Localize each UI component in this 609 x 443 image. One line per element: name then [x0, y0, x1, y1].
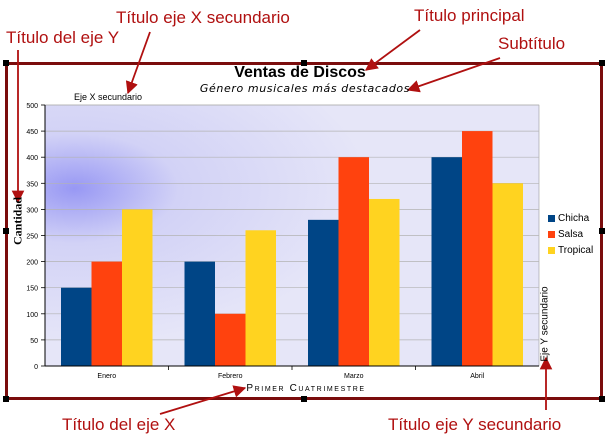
selection-handle	[3, 396, 9, 402]
callout-main-title: Título principal	[414, 6, 525, 25]
legend-item: Salsa	[548, 226, 593, 242]
callout-y-title: Título del eje Y	[6, 28, 120, 47]
bar-chicha-febrero	[184, 261, 215, 366]
legend-swatch-salsa	[548, 230, 555, 238]
legend-item: Tropical	[548, 242, 593, 258]
y-axis-ticks: 0 50 100 150 200 250 300 350 400 450 500	[26, 103, 45, 371]
x-tick-label: Abril	[470, 373, 484, 380]
annotation-arrows	[11, 29, 553, 415]
secondary-y-axis-title: Eje Y secundario	[539, 286, 551, 362]
selection-handle	[599, 60, 605, 66]
y-tick-label: 350	[26, 181, 38, 188]
arrow-x-title	[159, 385, 247, 415]
bar-tropical-abril	[492, 183, 523, 366]
x-tick-label: Enero	[97, 373, 116, 380]
selection-handle	[3, 60, 9, 66]
x-axis-ticks: Enero Febrero Marzo Abril	[97, 366, 485, 380]
selection-handles[interactable]	[3, 60, 605, 402]
legend-label: Salsa	[558, 228, 584, 240]
bar-salsa-abril	[462, 131, 493, 366]
x-axis-title: Primer Cuatrimestre	[246, 383, 366, 394]
y-tick-label: 0	[34, 364, 38, 371]
arrow-subtitle	[406, 57, 501, 93]
x-tick-label: Marzo	[344, 373, 364, 380]
y-tick-label: 250	[26, 234, 38, 241]
selection-handle	[301, 396, 307, 402]
y-tick-label: 300	[26, 207, 38, 214]
callout-y2-title: Título eje Y secundario	[388, 415, 562, 434]
secondary-x-axis-title: Eje X secundario	[74, 92, 143, 102]
legend-swatch-chicha	[548, 214, 555, 222]
y-tick-label: 200	[26, 260, 38, 267]
y-tick-label: 50	[30, 338, 38, 345]
bar-salsa-enero	[91, 261, 122, 366]
y-tick-label: 150	[26, 286, 38, 293]
bar-chicha-abril	[431, 157, 462, 366]
arrow-main-title	[364, 29, 421, 71]
bar-tropical-enero	[122, 209, 153, 366]
legend-label: Tropical	[558, 244, 594, 256]
y-tick-label: 500	[26, 103, 38, 110]
y-tick-label: 450	[26, 129, 38, 136]
legend-swatch-tropical	[548, 246, 555, 254]
bar-salsa-marzo	[338, 157, 369, 366]
chart-legend: Chicha Salsa Tropical	[548, 210, 593, 258]
x-tick-label: Febrero	[218, 373, 243, 380]
bar-chicha-marzo	[308, 219, 339, 366]
y-tick-label: 400	[26, 155, 38, 162]
legend-label: Chicha	[558, 212, 590, 224]
callout-subtitle: Subtítulo	[498, 34, 566, 53]
selection-handle	[301, 60, 307, 66]
callout-x2-title: Título eje X secundario	[116, 8, 290, 27]
bar-tropical-marzo	[369, 198, 400, 366]
selection-handle	[599, 228, 605, 234]
bar-tropical-febrero	[245, 230, 276, 366]
bar-salsa-febrero	[215, 313, 246, 366]
y-axis-title: Cantidad	[10, 196, 25, 246]
chart-subtitle: Género musicales más destacados	[199, 82, 411, 95]
arrow-x2-title	[125, 31, 151, 95]
bar-chicha-enero	[61, 287, 92, 366]
y-tick-label: 100	[26, 312, 38, 319]
callout-x-title: Título del eje X	[62, 415, 176, 434]
chart-title: Ventas de Discos	[234, 64, 366, 81]
selection-handle	[599, 396, 605, 402]
bars	[61, 131, 523, 366]
legend-item: Chicha	[548, 210, 593, 226]
selection-handle	[3, 228, 9, 234]
